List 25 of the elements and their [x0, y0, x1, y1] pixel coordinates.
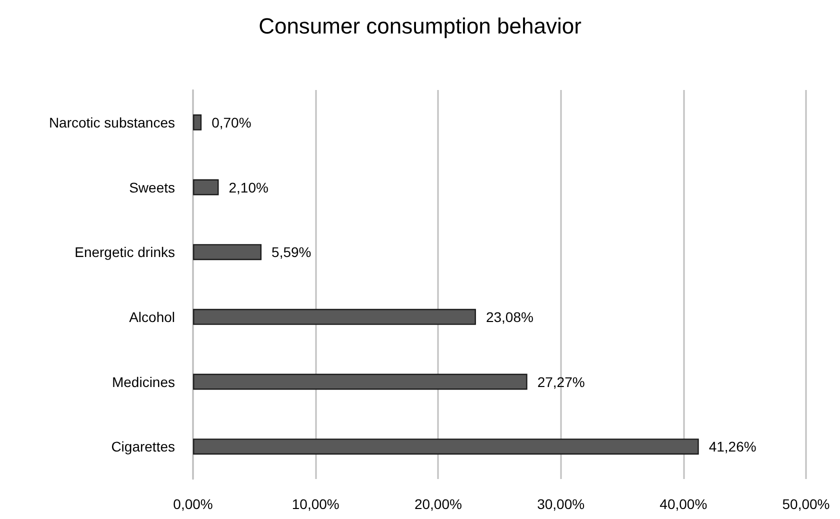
x-tick-label: 10,00%	[292, 496, 340, 512]
bar	[193, 308, 476, 325]
x-tick-label: 20,00%	[414, 496, 462, 512]
x-tick-label: 40,00%	[660, 496, 708, 512]
bar	[193, 114, 202, 130]
y-tick-label: Alcohol	[129, 308, 175, 325]
x-tick-label: 30,00%	[537, 496, 585, 512]
data-label: 0,70%	[212, 114, 252, 130]
bar	[193, 244, 262, 260]
chart-title: Consumer consumption behavior	[258, 14, 582, 38]
data-label: 23,08%	[486, 308, 534, 325]
x-tick-label: 50,00%	[782, 496, 830, 512]
y-tick-label: Cigarettes	[111, 438, 175, 455]
y-tick-label: Energetic drinks	[74, 244, 175, 260]
y-tick-label: Sweets	[129, 179, 175, 196]
data-label: 27,27%	[537, 374, 585, 390]
y-tick-label: Medicines	[112, 374, 175, 390]
data-label: 2,10%	[228, 179, 268, 196]
y-tick-label: Narcotic substances	[48, 114, 175, 130]
bar	[193, 374, 528, 390]
x-tick-label: 0,00%	[173, 496, 213, 512]
bar	[193, 179, 219, 196]
data-label: 5,59%	[272, 244, 312, 260]
bar	[193, 438, 699, 455]
data-label: 41,26%	[708, 438, 756, 455]
